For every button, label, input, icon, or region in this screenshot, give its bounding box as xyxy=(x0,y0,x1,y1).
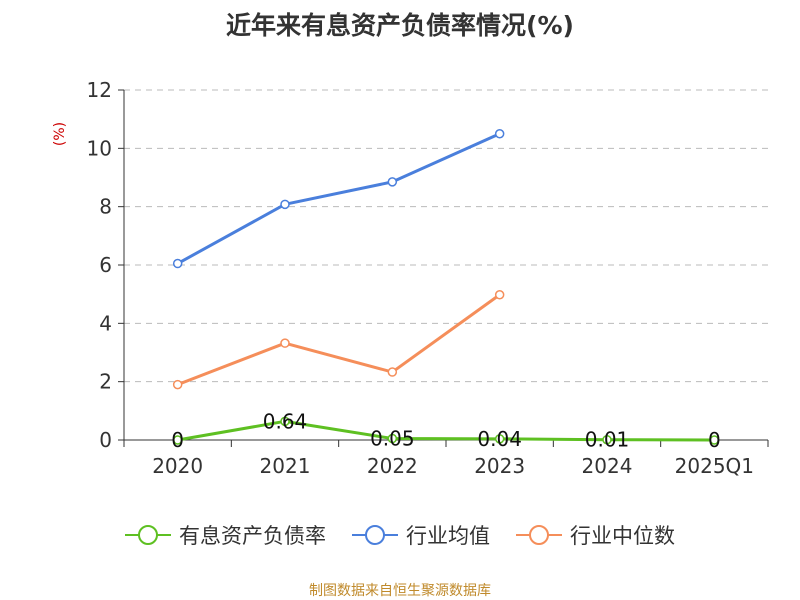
legend-median-label: 行业中位数 xyxy=(570,524,675,548)
x-tick-label: 2024 xyxy=(582,454,633,478)
y-tick-label: 8 xyxy=(99,195,112,219)
series-line-2 xyxy=(177,293,501,386)
data-point xyxy=(172,258,183,269)
data-labels: 0 0.64 0.05 0.04 0.01 0 xyxy=(171,409,720,452)
y-tick-label: 6 xyxy=(99,253,112,277)
legend-item-ratio[interactable]: 有息资产负债率 xyxy=(125,520,326,550)
x-tick-label: 2020 xyxy=(152,454,203,478)
data-point xyxy=(172,379,183,390)
series-line-0 xyxy=(177,419,715,442)
legend-median-marker xyxy=(516,525,562,545)
series-points xyxy=(172,129,720,445)
data-label: 0.04 xyxy=(477,427,522,451)
y-tick-label: 4 xyxy=(99,311,112,335)
legend: 有息资产负债率 行业均值 行业中位数 xyxy=(0,520,800,550)
legend-item-mean[interactable]: 行业均值 xyxy=(352,520,490,550)
source-footer: 制图数据来自恒生聚源数据库 xyxy=(309,583,491,599)
data-point xyxy=(280,338,290,348)
data-point xyxy=(494,434,505,444)
legend-ratio-label: 有息资产负债率 xyxy=(179,524,326,548)
y-tick-label: 12 xyxy=(87,78,112,102)
x-tick-label: 2025Q1 xyxy=(675,454,754,478)
series-lines xyxy=(176,132,715,442)
chart-title: 近年来有息资产负债率情况(%) xyxy=(226,11,574,40)
data-point xyxy=(172,435,183,445)
legend-mean-label: 行业均值 xyxy=(406,524,490,548)
data-point xyxy=(387,177,398,187)
data-point xyxy=(709,435,720,445)
data-point xyxy=(387,433,398,444)
data-point xyxy=(494,290,505,300)
data-point xyxy=(494,129,505,139)
x-tick-label: 2021 xyxy=(260,454,311,478)
legend-mean-marker xyxy=(352,525,398,545)
x-tick-label: 2023 xyxy=(474,454,525,478)
data-label: 0.05 xyxy=(370,427,415,451)
data-point xyxy=(602,434,612,445)
axes: 0 2 4 6 8 10 12 2020 2021 2022 2023 2024 2025Q1 xyxy=(87,78,769,478)
data-point xyxy=(280,199,290,210)
data-label: 0.64 xyxy=(263,409,308,433)
data-label: 0 xyxy=(171,428,184,452)
grid-lines xyxy=(124,89,768,383)
legend-item-median[interactable]: 行业中位数 xyxy=(516,520,675,550)
x-tick-label: 2022 xyxy=(367,454,418,478)
legend-ratio-marker xyxy=(125,525,171,545)
y-tick-label: 0 xyxy=(99,428,112,452)
y-tick-label: 2 xyxy=(99,370,112,394)
data-label: 0.01 xyxy=(585,428,630,452)
series-line-1 xyxy=(176,132,501,265)
data-point xyxy=(387,367,398,377)
data-label: 0 xyxy=(708,428,721,452)
data-point xyxy=(280,416,290,427)
y-tick-label: 10 xyxy=(87,136,112,160)
